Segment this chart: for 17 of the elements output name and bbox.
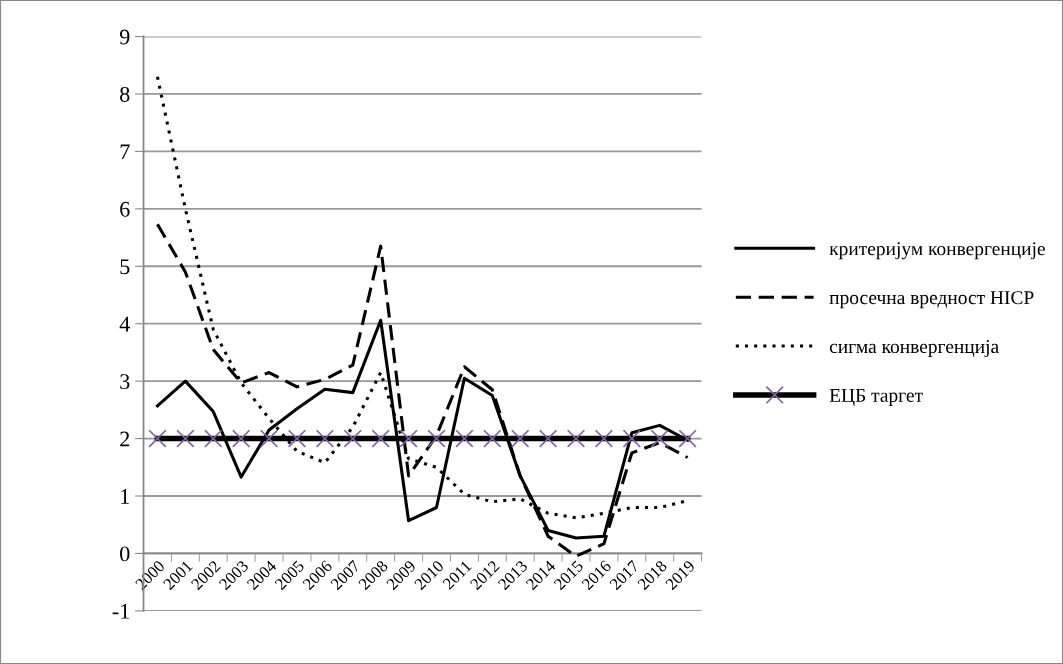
y-tick-label: 7 bbox=[120, 144, 130, 160]
legend-label: критеријум конвергенције bbox=[829, 242, 1045, 260]
y-tick-label: 1 bbox=[121, 489, 129, 504]
legend-label: ЕЦБ таргет bbox=[829, 389, 923, 406]
legend-label: просечна вредност HICP bbox=[829, 291, 1034, 309]
x-tick-label: 2001 bbox=[162, 560, 193, 591]
x-tick-label: 2011 bbox=[442, 560, 472, 590]
y-tick-label: 4 bbox=[119, 316, 130, 332]
legend-label: сигма конвергенција bbox=[829, 340, 999, 358]
y-tick-label: 3 bbox=[120, 374, 130, 390]
y-tick-label: 9 bbox=[119, 29, 130, 45]
y-tick-label: 2 bbox=[120, 431, 130, 447]
y-tick-label: 5 bbox=[120, 259, 130, 275]
y-tick-label: 8 bbox=[120, 86, 130, 102]
y-tick-label: 6 bbox=[120, 201, 130, 217]
y-tick-label: -1 bbox=[112, 603, 129, 619]
y-tick-label: 0 bbox=[120, 546, 130, 562]
